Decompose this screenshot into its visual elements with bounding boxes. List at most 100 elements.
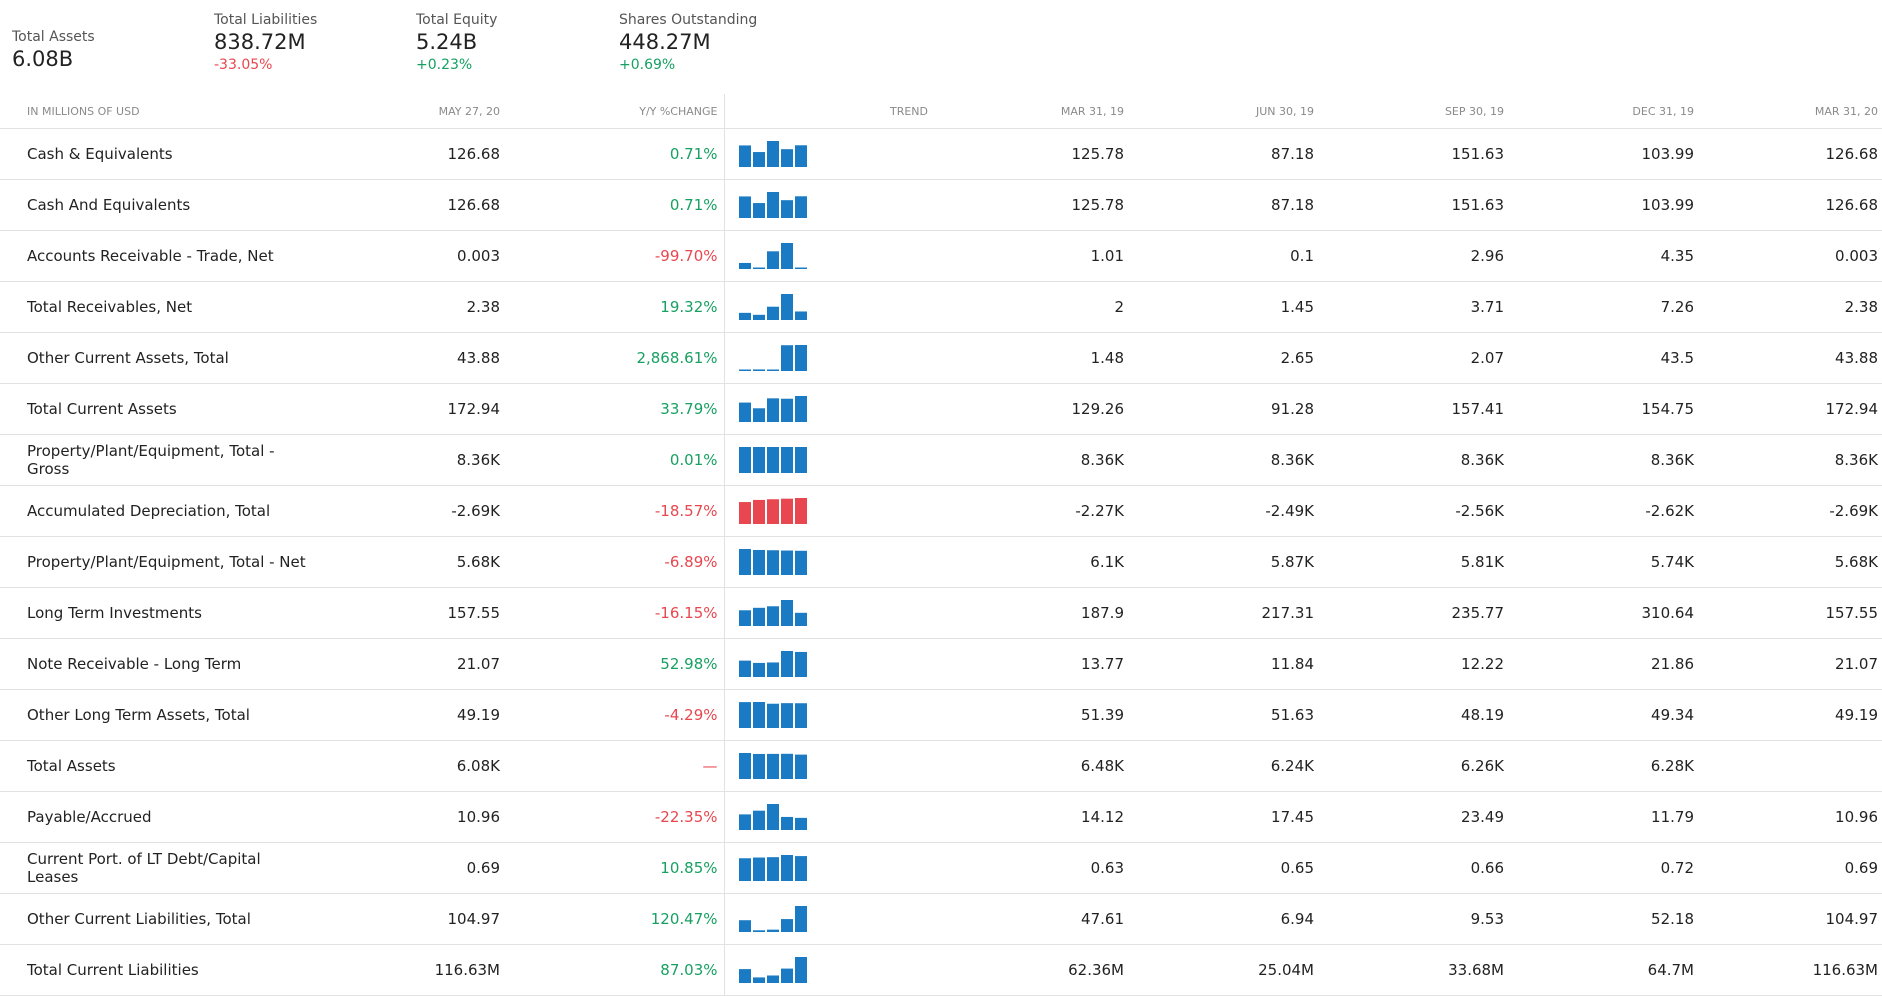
current-value: 172.94 — [310, 383, 500, 435]
yoy-change-value: -4.29% — [500, 689, 725, 741]
trend-bar — [766, 606, 779, 626]
trend-bar — [780, 498, 793, 524]
trend-cell — [724, 281, 934, 333]
period-value: 0.1 — [1124, 230, 1314, 282]
table-row[interactable]: Total Receivables, Net 2.38 19.32% 2 1.45 3.7… — [0, 281, 1882, 333]
trend-cell — [724, 944, 934, 996]
row-label: Current Port. of LT Debt/Capital Leases — [0, 842, 310, 894]
row-label: Total Current Liabilities — [0, 944, 310, 996]
current-value: -2.69K — [310, 485, 500, 537]
table-row[interactable]: Property/Plant/Equipment, Total - Net 5.6… — [0, 536, 1882, 588]
trend-bar — [766, 975, 779, 983]
header-period-1[interactable]: MAR 31, 19 — [934, 94, 1124, 129]
table-row[interactable]: Cash & Equivalents 126.68 0.71% 125.78 87.18… — [0, 128, 1882, 180]
header-yoy-change[interactable]: Y/Y %CHANGE — [500, 94, 725, 129]
period-value: 7.26 — [1504, 281, 1694, 333]
trend-bar — [766, 703, 779, 728]
table-row[interactable]: Long Term Investments 157.55 -16.15% 187.9 2… — [0, 587, 1882, 639]
period-value: 5.81K — [1314, 536, 1504, 588]
row-label-text: Total Assets — [27, 757, 116, 775]
table-row[interactable]: Current Port. of LT Debt/Capital Leases 0… — [0, 842, 1882, 894]
metric-label: Total Assets — [12, 29, 95, 45]
trend-cell — [724, 383, 934, 435]
row-label-text: Accumulated Depreciation, Total — [27, 502, 271, 520]
trend-bar — [794, 703, 807, 728]
header-period-3[interactable]: SEP 30, 19 — [1314, 94, 1504, 129]
period-value: 43.5 — [1504, 332, 1694, 384]
trend-bar — [766, 447, 779, 473]
period-value: 48.19 — [1314, 689, 1504, 741]
period-value: 0.72 — [1504, 842, 1694, 894]
period-value: 9.53 — [1314, 893, 1504, 945]
table-row[interactable]: Total Current Liabilities 116.63M 87.03% 62… — [0, 944, 1882, 996]
row-label-text: Property/Plant/Equipment, Total - Net — [27, 553, 306, 571]
trend-bar — [752, 408, 765, 422]
trend-bar — [766, 550, 779, 575]
trend-bar — [780, 968, 793, 983]
period-value: 8.36K — [1694, 434, 1882, 486]
period-value: 6.24K — [1124, 740, 1314, 792]
table-row[interactable]: Cash And Equivalents 126.68 0.71% 125.78 87.… — [0, 179, 1882, 231]
header-current[interactable]: MAY 27, 20 — [310, 94, 500, 129]
trend-cell — [724, 893, 934, 945]
trend-bar — [738, 502, 751, 524]
row-label-text: Note Receivable - Long Term — [27, 655, 242, 673]
row-label-text: Accounts Receivable - Trade, Net — [27, 247, 274, 265]
period-value: 217.31 — [1124, 587, 1314, 639]
period-value: 4.35 — [1504, 230, 1694, 282]
row-label: Payable/Accrued — [0, 791, 310, 843]
trend-bar — [752, 314, 765, 320]
trend-bar — [752, 857, 765, 881]
header-period-5[interactable]: MAR 31, 20 — [1694, 94, 1882, 129]
trend-bar — [780, 703, 793, 728]
table-row[interactable]: Payable/Accrued 10.96 -22.35% 14.12 17.45 23.… — [0, 791, 1882, 843]
trend-bar — [780, 200, 793, 218]
yoy-change-value: 19.32% — [500, 281, 725, 333]
table-row[interactable]: Note Receivable - Long Term 21.07 52.98% 13… — [0, 638, 1882, 690]
metric-label: Total Liabilities — [214, 12, 318, 28]
summary-metric: Total Liabilities 838.72M -33.05% — [214, 11, 317, 75]
metric-change: +0.23% — [416, 57, 473, 73]
period-value: 129.26 — [934, 383, 1124, 435]
metric-value: 5.24B — [416, 30, 478, 54]
table-row[interactable]: Property/Plant/Equipment, Total - Gross 8… — [0, 434, 1882, 486]
table-row[interactable]: Total Current Assets 172.94 33.79% 129.26 91… — [0, 383, 1882, 435]
table-row[interactable]: Other Current Liabilities, Total 104.97 12… — [0, 893, 1882, 945]
trend-bar — [752, 152, 765, 167]
yoy-change-value: 0.01% — [500, 434, 725, 486]
trend-bar — [780, 651, 793, 677]
period-value: 33.68M — [1314, 944, 1504, 996]
table-row[interactable]: Total Assets 6.08K — 6.48K 6.24K 6.26K 6.28K — [0, 740, 1882, 792]
yoy-change-value: -6.89% — [500, 536, 725, 588]
trend-sparkline — [738, 192, 807, 218]
trend-bar — [794, 856, 807, 881]
header-period-2[interactable]: JUN 30, 19 — [1124, 94, 1314, 129]
trend-bar — [752, 930, 765, 932]
trend-cell — [724, 434, 934, 486]
trend-bar — [752, 662, 765, 677]
trend-cell — [724, 638, 934, 690]
period-value: 51.63 — [1124, 689, 1314, 741]
trend-sparkline — [738, 855, 807, 881]
metric-change: -33.05% — [214, 57, 273, 73]
table-row[interactable]: Other Current Assets, Total 43.88 2,868.61… — [0, 332, 1882, 384]
yoy-change-value: 52.98% — [500, 638, 725, 690]
trend-bar — [780, 294, 793, 320]
period-value: 10.96 — [1694, 791, 1882, 843]
period-value: 11.79 — [1504, 791, 1694, 843]
table-row[interactable]: Other Long Term Assets, Total 49.19 -4.29%… — [0, 689, 1882, 741]
row-label-text: Current Port. of LT Debt/Capital Leases — [27, 850, 261, 886]
trend-bar — [752, 607, 765, 626]
period-value: 5.87K — [1124, 536, 1314, 588]
yoy-change-value: — — [500, 740, 725, 792]
trend-sparkline — [738, 804, 807, 830]
table-row[interactable]: Accounts Receivable - Trade, Net 0.003 -99… — [0, 230, 1882, 282]
trend-bar — [766, 192, 779, 218]
metric-change: +0.69% — [619, 57, 676, 73]
header-period-4[interactable]: DEC 31, 19 — [1504, 94, 1694, 129]
period-value: 6.94 — [1124, 893, 1314, 945]
table-row[interactable]: Accumulated Depreciation, Total -2.69K -18… — [0, 485, 1882, 537]
trend-bar — [766, 499, 779, 524]
period-value: 13.77 — [934, 638, 1124, 690]
period-value: 151.63 — [1314, 179, 1504, 231]
